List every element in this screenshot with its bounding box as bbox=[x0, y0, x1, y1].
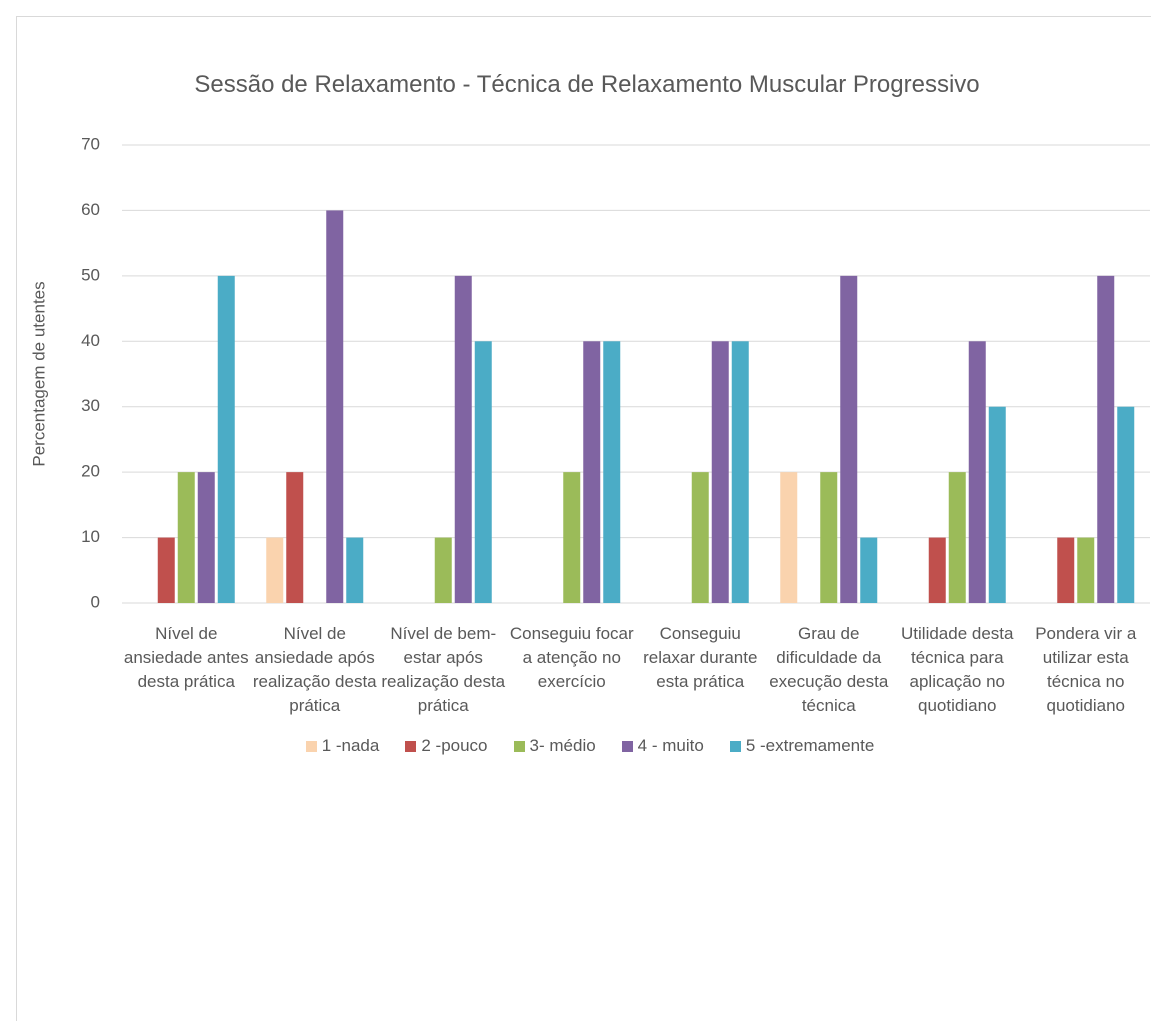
bar bbox=[780, 472, 798, 603]
bar bbox=[474, 341, 492, 603]
y-tick-label: 20 bbox=[81, 462, 100, 481]
y-axis-label: Percentagem de utentes bbox=[29, 281, 48, 466]
bar bbox=[928, 537, 946, 603]
x-tick-label: Pondera vir a utilizar esta técnica no q… bbox=[1035, 624, 1137, 715]
bar bbox=[157, 537, 175, 603]
legend-label: 5 -extremamente bbox=[745, 736, 875, 755]
chart-border bbox=[16, 16, 1151, 1021]
bar bbox=[217, 275, 235, 603]
legend-label: 3- médio bbox=[529, 736, 596, 755]
chart-title: Sessão de Relaxamento - Técnica de Relax… bbox=[194, 71, 980, 98]
bar bbox=[583, 341, 601, 603]
legend-swatch bbox=[305, 740, 317, 752]
bar bbox=[1077, 537, 1095, 603]
legend-label: 1 -nada bbox=[321, 736, 380, 755]
x-tick-label: Grau de dificuldade da execução desta té… bbox=[769, 624, 889, 715]
y-tick-label: 30 bbox=[81, 396, 100, 415]
bar bbox=[691, 472, 709, 603]
legend-swatch bbox=[621, 740, 633, 752]
y-tick-label: 40 bbox=[81, 331, 100, 350]
bar bbox=[563, 472, 581, 603]
bar bbox=[731, 341, 749, 603]
legend-item: 5 -extremamente bbox=[729, 736, 875, 756]
bar bbox=[326, 210, 344, 603]
legend-swatch bbox=[729, 740, 741, 752]
bar bbox=[860, 537, 878, 603]
legend: 1 -nada 2 -pouco 3- médio 4 - muito 5 -extre… bbox=[0, 736, 1151, 756]
legend-item: 1 -nada bbox=[305, 736, 380, 756]
bar bbox=[1057, 537, 1075, 603]
legend-label: 2 -pouco bbox=[421, 736, 488, 755]
bar bbox=[454, 275, 472, 603]
y-tick-label: 0 bbox=[91, 592, 100, 611]
x-tick-label: Nível de bem-estar após realização desta… bbox=[381, 624, 506, 715]
x-tick-label: Conseguiu relaxar durante esta prática bbox=[643, 624, 758, 691]
legend-item: 4 - muito bbox=[621, 736, 704, 756]
legend-swatch bbox=[405, 740, 417, 752]
y-tick-label: 60 bbox=[81, 200, 100, 219]
bar bbox=[968, 341, 986, 603]
bar bbox=[266, 537, 284, 603]
bar bbox=[711, 341, 729, 603]
bar bbox=[286, 472, 304, 603]
legend-label: 4 - muito bbox=[637, 736, 704, 755]
bar bbox=[603, 341, 621, 603]
legend-swatch bbox=[513, 740, 525, 752]
bar bbox=[197, 472, 215, 603]
legend-item: 2 -pouco bbox=[405, 736, 488, 756]
x-tick-label: Nível de ansiedade após realização desta… bbox=[252, 624, 377, 715]
x-tick-label: Conseguiu focar a atenção no exercício bbox=[509, 624, 634, 691]
bar bbox=[177, 472, 195, 603]
bar bbox=[840, 275, 858, 603]
bar bbox=[1117, 406, 1135, 603]
y-tick-label: 50 bbox=[81, 265, 100, 284]
y-tick-label: 10 bbox=[81, 527, 100, 546]
bar bbox=[948, 472, 966, 603]
bar bbox=[346, 537, 364, 603]
bar bbox=[1097, 275, 1115, 603]
legend-item: 3- médio bbox=[513, 736, 596, 756]
x-tick-label: Utilidade desta técnica para aplicação n… bbox=[901, 624, 1014, 715]
x-tick-label: Nível de ansiedade antes desta prática bbox=[123, 624, 249, 691]
bar bbox=[988, 406, 1006, 603]
bar bbox=[434, 537, 452, 603]
y-tick-label: 70 bbox=[81, 134, 100, 153]
bar bbox=[820, 472, 838, 603]
